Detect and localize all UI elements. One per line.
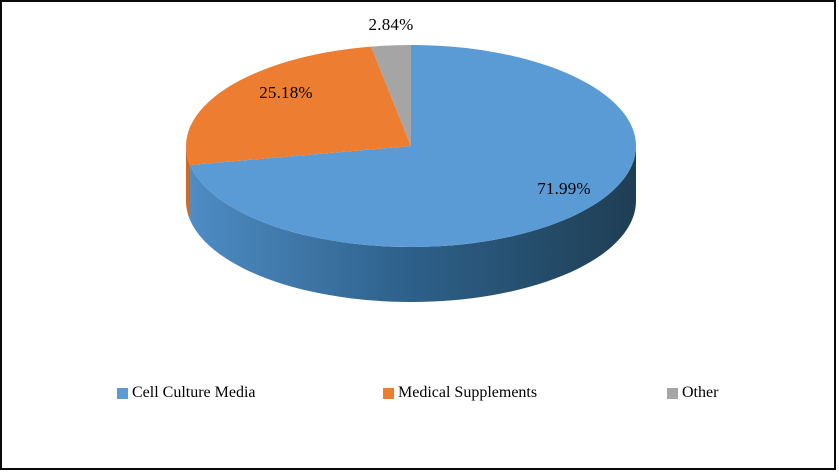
data-label-cell-culture-media: 71.99% <box>537 179 591 198</box>
pie-slice-cell-culture-media <box>190 44 637 247</box>
legend-label-medical-supplements: Medical Supplements <box>398 384 538 401</box>
pie-wall-medical-supplements <box>186 146 191 221</box>
legend-swatch-other <box>667 387 678 399</box>
pie-wall-cell-culture-media <box>190 146 636 302</box>
legend-item-medical-supplements: Medical Supplements <box>383 384 537 402</box>
legend-item-other: Other <box>667 384 718 402</box>
legend-swatch-cell-culture-media <box>117 387 128 399</box>
pie-walls <box>186 146 636 302</box>
data-label-other: 2.84% <box>368 15 414 34</box>
legend-swatch-medical-supplements <box>383 387 394 399</box>
pie-slices <box>185 44 637 247</box>
pie-slice-medical-supplements <box>185 46 411 166</box>
data-label-medical-supplements: 25.18% <box>259 83 313 102</box>
pie-slice-other <box>371 45 411 146</box>
legend-item-cell-culture-media: Cell Culture Media <box>117 384 256 402</box>
legend-label-other: Other <box>682 384 719 401</box>
legend-label-cell-culture-media: Cell Culture Media <box>132 384 256 401</box>
